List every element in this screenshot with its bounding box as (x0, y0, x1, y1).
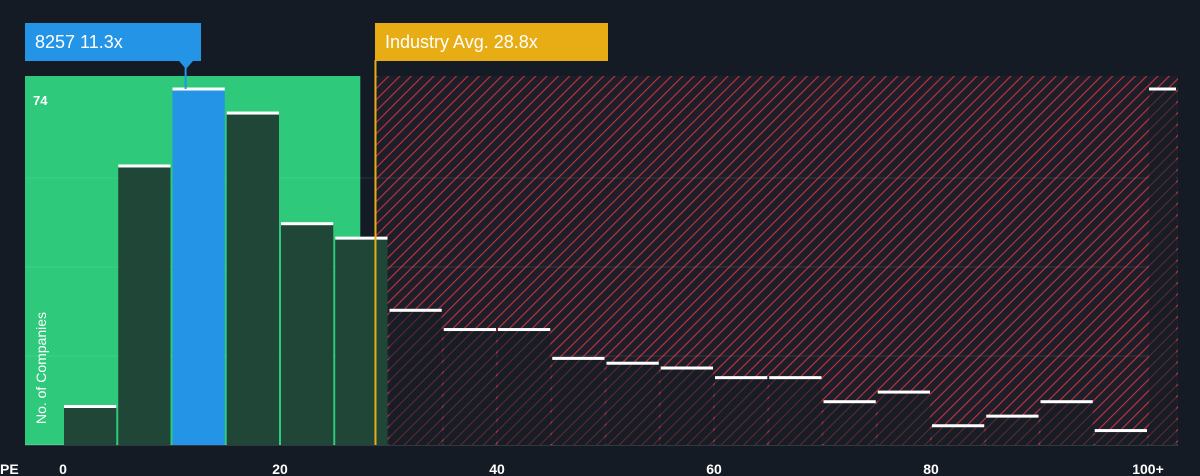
x-tick-label: 0 (59, 461, 67, 476)
bar (498, 329, 551, 445)
bar (932, 425, 985, 445)
bar-top-cap (769, 376, 822, 380)
bar-top-cap (226, 111, 279, 115)
bar-top-cap (443, 328, 496, 332)
bar (715, 377, 768, 445)
company-pe-callout: 8257 11.3x (25, 23, 201, 69)
bar-top-cap (1149, 87, 1176, 91)
company-pe-label: 8257 11.3x (35, 32, 123, 52)
bar-top-cap (877, 390, 930, 394)
x-axis-label: PE (0, 461, 19, 476)
bar-top-cap (1094, 429, 1147, 433)
bar-top-cap (660, 366, 713, 370)
bar-top-cap (552, 356, 605, 360)
bar (552, 358, 605, 445)
y-axis-label: No. of Companies (33, 312, 49, 424)
bar (443, 329, 496, 445)
bar (64, 406, 117, 445)
bar-top-cap (986, 414, 1039, 418)
bar-top-cap (389, 308, 442, 312)
bar-top-cap (932, 424, 985, 428)
bar (335, 238, 388, 445)
x-tick-label: 40 (489, 461, 505, 476)
bar (660, 368, 713, 445)
bar (1094, 430, 1147, 445)
bar-top-cap (172, 87, 225, 91)
bars (64, 87, 1176, 446)
bar-top-cap (498, 328, 551, 332)
bar (226, 113, 279, 446)
y-max-label: 74 (33, 93, 48, 108)
bar (281, 223, 334, 445)
bar-top-cap (281, 222, 334, 226)
bar (823, 401, 876, 445)
x-tick-labels: 0 20 40 60 80 100+ (59, 461, 1164, 476)
bar-top-cap (335, 236, 388, 240)
bar (769, 377, 822, 445)
bar-top-cap (823, 400, 876, 404)
x-tick-label: 20 (272, 461, 288, 476)
bar-top-cap (64, 405, 117, 409)
bar-top-cap (715, 376, 768, 380)
bar-company (172, 89, 225, 445)
bar (877, 392, 930, 445)
x-tick-label: 60 (706, 461, 722, 476)
bar (1149, 89, 1176, 445)
bar (118, 165, 171, 446)
x-tick-label: 80 (923, 461, 939, 476)
bar (1040, 401, 1093, 445)
industry-avg-callout: Industry Avg. 28.8x (375, 23, 608, 61)
bar (986, 416, 1039, 445)
industry-avg-label: Industry Avg. 28.8x (385, 32, 538, 52)
bar (389, 310, 442, 445)
callout-pointer (179, 61, 193, 69)
x-tick-label: 100+ (1132, 461, 1164, 476)
bar-top-cap (606, 361, 659, 365)
bar-top-cap (118, 164, 171, 168)
bar-top-cap (1040, 400, 1093, 404)
bar (606, 363, 659, 445)
